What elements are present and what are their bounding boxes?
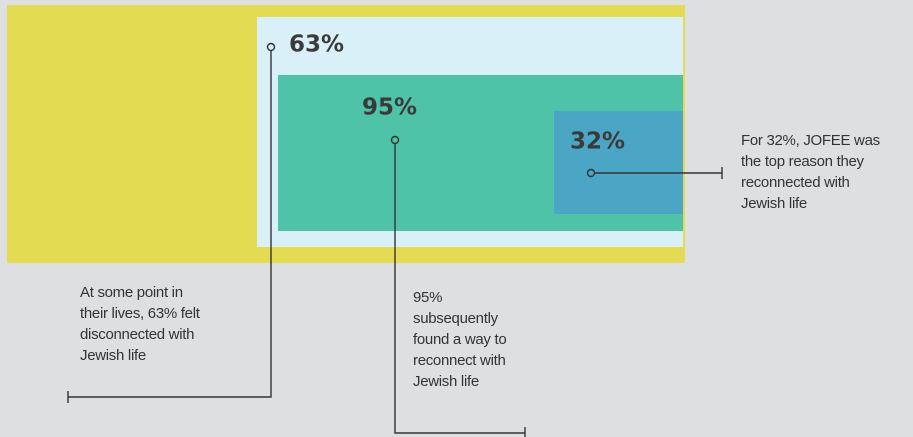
note-line: reconnected with (741, 174, 850, 191)
note-line: their lives, 63% felt (80, 305, 201, 322)
percent-label: 32% (570, 129, 625, 155)
percent-label: 95% (362, 95, 417, 121)
note-line: Jewish life (80, 347, 146, 364)
percent-label: 63% (289, 32, 344, 58)
note-line: subsequently (413, 310, 499, 327)
leader-dot (390, 135, 400, 145)
leader-line (394, 144, 525, 434)
leader-dot (266, 42, 276, 52)
note-line: 95% (413, 289, 442, 306)
notes: At some point in their lives, 63% felt dis… (80, 132, 880, 390)
note-line: found a way to (413, 331, 506, 348)
leader-dot (586, 168, 596, 178)
note-line: For 32%, JOFEE was (741, 132, 880, 149)
note-line: reconnect with (413, 352, 506, 369)
note-line: Jewish life (741, 195, 807, 212)
box-32 (554, 111, 683, 214)
leader-line (68, 51, 272, 398)
note-line: disconnected with (80, 326, 194, 343)
note-line: the top reason they (741, 153, 865, 170)
note-line: At some point in (80, 284, 183, 301)
note-line: Jewish life (413, 373, 479, 390)
